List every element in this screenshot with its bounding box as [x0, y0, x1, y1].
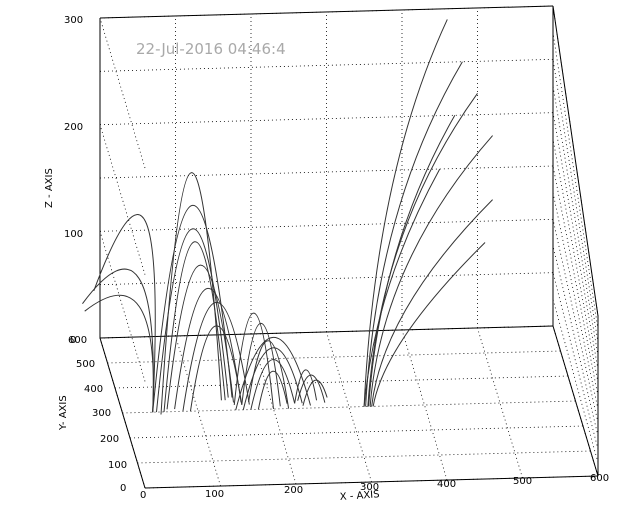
y-tick-400: 400: [84, 384, 103, 395]
y-axis-ticks: 0 100 200 300 400 500 600: [68, 335, 127, 494]
y-tick-500: 500: [76, 359, 95, 370]
frame-edge-3: [99, 337, 146, 489]
big-arch-2: [84, 294, 154, 413]
right-grid-z-275: [552, 32, 599, 330]
open-fieldline-0: [363, 19, 448, 407]
right-grid-z-125: [552, 192, 599, 410]
y-tick-0: 0: [120, 483, 126, 494]
open-fieldline-3: [369, 135, 493, 407]
z-tick-200: 200: [64, 122, 83, 133]
closed-loop-3: [166, 264, 234, 410]
open-fieldline-6: [363, 168, 441, 407]
z-axis-ticks: 0 100 200 300: [64, 15, 83, 346]
x-axis-label: X - AXIS: [339, 489, 379, 503]
right-grid-z-100: [552, 219, 599, 423]
x-axis-ticks: 0 100 200 300 400 500 600: [140, 473, 609, 501]
frame-edge-2: [99, 325, 554, 339]
frame-edge-1: [552, 325, 599, 477]
back-grid-z-100: [99, 218, 554, 232]
x-tick-100: 100: [205, 489, 224, 500]
frame-edge-6: [99, 5, 554, 19]
y-axis-label: Y- AXIS: [58, 395, 69, 431]
timestamp-label: 22-Jul-2016 04:46:4: [136, 40, 286, 58]
frame-edge-0: [144, 475, 599, 489]
z-tick-0: 0: [70, 335, 76, 346]
right-grid-z-150: [552, 165, 599, 397]
y-tick-100: 100: [108, 460, 127, 471]
frame-edge-7: [552, 5, 599, 317]
closed-loop-2: [163, 241, 226, 412]
open-fieldline-2: [367, 93, 478, 407]
closed-loop-10: [250, 359, 296, 410]
y-tick-200: 200: [100, 434, 119, 445]
closed-loop-13: [241, 322, 281, 407]
x-tick-200: 200: [284, 485, 303, 496]
open-fieldline-4: [371, 199, 493, 407]
closed-loop-7: [189, 325, 243, 412]
big-arch-0: [93, 214, 156, 413]
open-fieldline-7: [368, 115, 456, 407]
small-loop-1: [297, 374, 326, 403]
axes-frame: [99, 5, 599, 489]
right-grid-z-175: [552, 139, 599, 383]
closed-loop-14: [248, 340, 290, 409]
floor-grid-x-300: [326, 331, 372, 483]
open-fieldline-1: [365, 61, 463, 407]
closed-loop-12: [233, 312, 274, 410]
closed-loop-5: [160, 172, 222, 415]
right-grid-z-200: [552, 112, 599, 370]
closed-loop-11: [257, 370, 288, 410]
x-tick-600: 600: [590, 473, 609, 484]
right-grid-z-250: [552, 59, 599, 343]
field-lines: [82, 19, 493, 415]
closed-loop-6: [182, 301, 250, 412]
x-tick-400: 400: [437, 479, 456, 490]
floor-grid-y-100: [137, 450, 591, 464]
right-grid-z-75: [552, 245, 599, 437]
y-tick-600: 600: [68, 335, 87, 346]
floor-grid-x-400: [401, 329, 448, 481]
small-loop-2: [302, 379, 328, 406]
right-grid-z-225: [552, 85, 599, 357]
left-grid-z-200: [99, 124, 146, 275]
back-grid-z-250: [99, 58, 554, 72]
z-tick-300: 300: [64, 15, 83, 26]
closed-loop-4: [174, 288, 242, 410]
closed-loop-1: [155, 228, 229, 413]
y-tick-300: 300: [92, 408, 111, 419]
floor-grid-y-500: [107, 350, 561, 364]
closed-loop-9: [242, 347, 303, 410]
x-tick-0: 0: [140, 490, 146, 501]
right-grid-z-25: [552, 299, 599, 463]
open-fieldline-5: [372, 242, 486, 407]
x-tick-500: 500: [513, 476, 532, 487]
floor-grid-x-500: [477, 327, 523, 479]
back-grid-z-200: [99, 112, 554, 126]
x-tick-300: 300: [360, 482, 379, 493]
z-axis-label: Z - AXIS: [44, 168, 55, 208]
small-loop-0: [294, 369, 318, 404]
z-tick-100: 100: [64, 229, 83, 240]
